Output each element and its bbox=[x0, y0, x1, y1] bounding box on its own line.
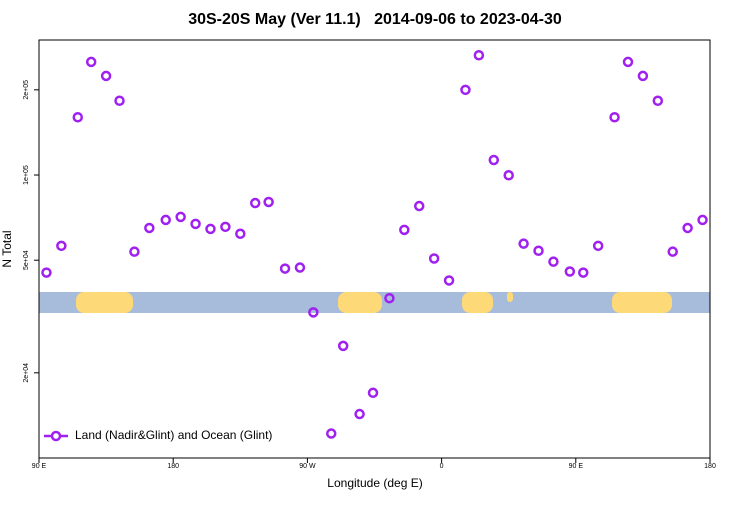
y-tick-label: 2e+04 bbox=[23, 363, 30, 383]
data-point bbox=[190, 218, 201, 230]
data-point bbox=[114, 95, 125, 106]
y-tick-label: 2e+05 bbox=[23, 80, 30, 100]
data-point bbox=[637, 70, 649, 82]
data-point bbox=[518, 238, 529, 249]
data-point bbox=[249, 197, 261, 209]
data-point bbox=[100, 70, 112, 82]
data-point bbox=[578, 267, 589, 278]
data-point bbox=[235, 228, 246, 240]
data-point bbox=[609, 112, 620, 123]
data-point bbox=[367, 387, 379, 399]
data-point bbox=[205, 223, 216, 235]
data-point bbox=[443, 275, 455, 286]
data-point bbox=[460, 84, 471, 96]
y-tick-label: 5e+04 bbox=[23, 250, 30, 270]
y-axis-label: N Total bbox=[0, 230, 14, 267]
data-point bbox=[279, 263, 291, 274]
chart-title: 30S-20S May (Ver 11.1) 2014-09-06 to 202… bbox=[188, 11, 562, 28]
x-tick-label: 90 E bbox=[569, 463, 584, 470]
data-point bbox=[384, 292, 395, 304]
x-tick-label: 0 bbox=[440, 463, 444, 470]
data-point bbox=[326, 428, 337, 439]
land-patch bbox=[507, 292, 513, 302]
data-point bbox=[652, 95, 664, 106]
data-point bbox=[337, 340, 349, 352]
data-point bbox=[592, 240, 604, 252]
data-point bbox=[399, 224, 410, 236]
legend-label: Land (Nadir&Glint) and Ocean (Glint) bbox=[75, 428, 272, 442]
data-point bbox=[622, 56, 634, 68]
data-point bbox=[354, 408, 365, 420]
data-point bbox=[41, 267, 52, 278]
data-point bbox=[175, 211, 186, 223]
data-point bbox=[294, 262, 306, 273]
data-point bbox=[428, 253, 440, 264]
x-tick-label: 90 W bbox=[299, 463, 316, 470]
data-point bbox=[548, 256, 559, 267]
legend-marker bbox=[50, 430, 62, 442]
data-point bbox=[667, 246, 678, 257]
land-patch bbox=[338, 292, 382, 313]
land-patch bbox=[76, 292, 133, 313]
data-point bbox=[263, 196, 274, 208]
x-axis-label: Longitude (deg E) bbox=[327, 476, 422, 490]
map-strip bbox=[39, 292, 710, 313]
x-tick-label: 180 bbox=[167, 463, 179, 470]
land-patch bbox=[462, 292, 493, 313]
data-point bbox=[144, 222, 155, 234]
data-point bbox=[220, 221, 231, 233]
plot-frame bbox=[38, 39, 711, 459]
x-tick-label: 90 E bbox=[32, 463, 47, 470]
data-point bbox=[564, 266, 576, 277]
data-point bbox=[56, 240, 67, 252]
data-point bbox=[503, 170, 514, 181]
data-point bbox=[533, 245, 544, 256]
data-point bbox=[160, 214, 171, 226]
data-point bbox=[682, 222, 693, 234]
y-tick-label: 1e+05 bbox=[23, 165, 30, 185]
x-tick-label: 180 bbox=[704, 463, 716, 470]
data-point bbox=[72, 112, 84, 123]
data-point bbox=[413, 200, 425, 212]
data-point bbox=[85, 56, 97, 68]
data-point bbox=[129, 246, 140, 257]
data-point bbox=[697, 214, 708, 226]
data-point bbox=[488, 154, 500, 166]
data-point bbox=[308, 307, 319, 318]
land-patch bbox=[612, 292, 672, 313]
data-point bbox=[473, 49, 485, 61]
